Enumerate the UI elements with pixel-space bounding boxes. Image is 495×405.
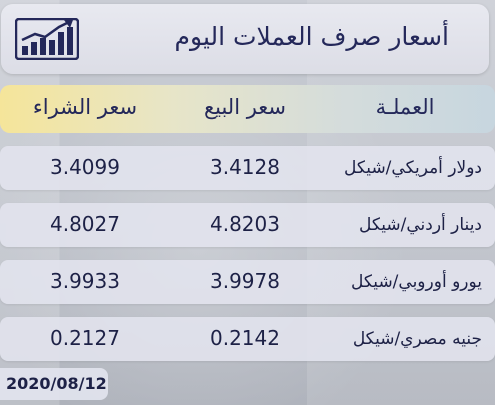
table-header: سعر الشراء سعر البيع العملـة — [0, 85, 495, 133]
chart-growth-icon — [15, 18, 79, 60]
sell-rate: 3.4128 — [210, 155, 280, 179]
buy-rate: 0.2127 — [50, 326, 120, 350]
buy-rate: 4.8027 — [50, 212, 120, 236]
currency-name: دولار أمريكي/شيكل — [344, 158, 482, 178]
column-header-sell: سعر البيع — [203, 95, 287, 119]
page-title: أسعار صرف العملات اليوم — [174, 22, 449, 51]
column-header-currency: العملـة — [375, 95, 435, 119]
table-row: 3.9933 3.9978 يورو أوروبي/شيكل — [0, 260, 495, 304]
table-row: 3.4099 3.4128 دولار أمريكي/شيكل — [0, 146, 495, 190]
buy-rate: 3.9933 — [50, 269, 120, 293]
sell-rate: 0.2142 — [210, 326, 280, 350]
date-label: 2020/08/12 — [6, 374, 107, 393]
table-row: 0.2127 0.2142 جنيه مصري/شيكل — [0, 317, 495, 361]
currency-name: جنيه مصري/شيكل — [352, 329, 482, 349]
date-badge: 2020/08/12 — [0, 368, 108, 400]
sell-rate: 4.8203 — [210, 212, 280, 236]
buy-rate: 3.4099 — [50, 155, 120, 179]
currency-name: يورو أوروبي/شيكل — [351, 272, 482, 292]
table-row: 4.8027 4.8203 دينار أردني/شيكل — [0, 203, 495, 247]
sell-rate: 3.9978 — [210, 269, 280, 293]
currency-name: دينار أردني/شيكل — [359, 215, 482, 235]
column-header-buy: سعر الشراء — [32, 95, 138, 119]
title-banner: أسعار صرف العملات اليوم — [1, 4, 489, 74]
